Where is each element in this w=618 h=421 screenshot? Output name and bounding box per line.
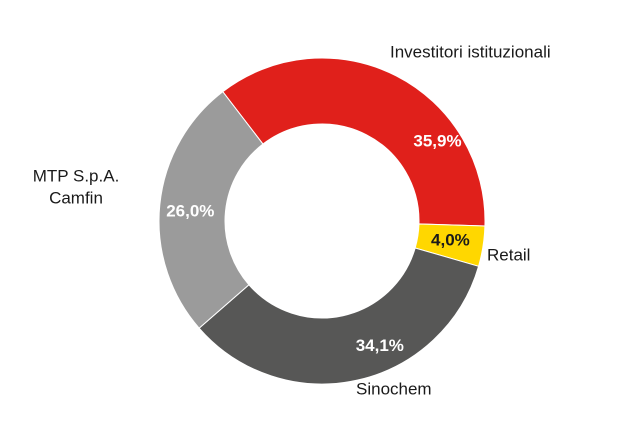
slice-percent-label: 34,1% [356, 336, 404, 355]
slice-category-label: Sinochem [356, 379, 432, 398]
slice-percent-label: 26,0% [166, 202, 214, 221]
slices-layer [158, 57, 486, 385]
donut-slice [222, 57, 486, 227]
slice-category-label: Camfin [49, 188, 103, 207]
slice-percent-label: 35,9% [413, 131, 461, 150]
slice-category-label: MTP S.p.A. [33, 166, 120, 185]
slice-category-label: Investitori istituzionali [390, 42, 551, 61]
slice-category-label: Retail [487, 245, 530, 264]
labels-layer: 35,9% Investitori istituzionali 4,0% Retail… [33, 42, 551, 398]
donut-slice [158, 90, 264, 329]
donut-slice [198, 247, 480, 385]
slice-percent-label: 4,0% [431, 231, 470, 250]
